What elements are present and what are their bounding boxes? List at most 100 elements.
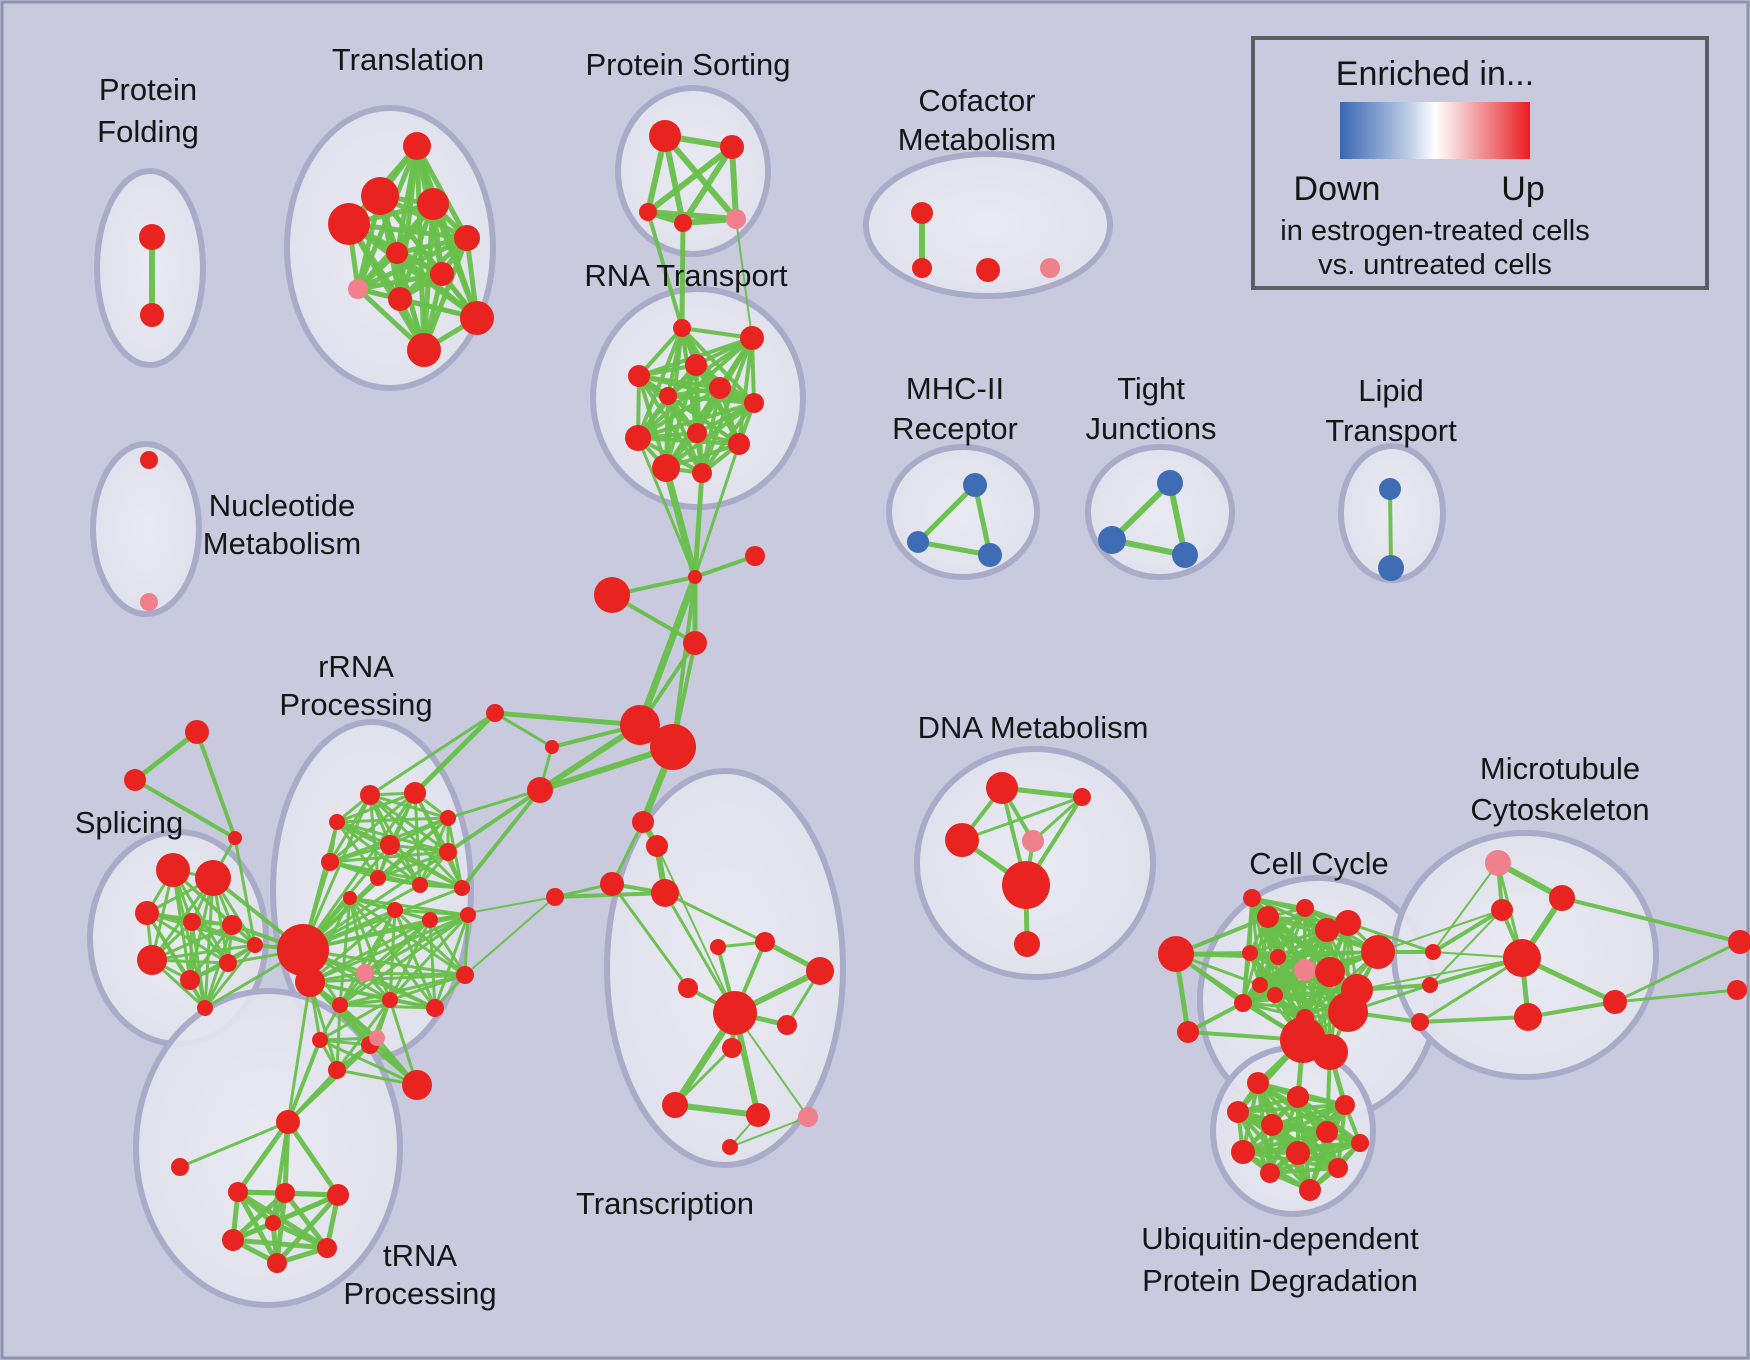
node-mtp (1485, 850, 1511, 876)
edge-ub9-ub10 (1268, 1141, 1362, 1175)
node-x4 (222, 1229, 244, 1251)
edge-tx4-tx6 (663, 891, 767, 944)
node-cyh2 (1312, 1034, 1348, 1070)
node-ub6 (1316, 1121, 1338, 1143)
node-tx11 (722, 1038, 742, 1058)
node-tx10 (777, 1015, 797, 1035)
node-tx12 (662, 1092, 688, 1118)
node-sp5 (222, 915, 242, 935)
edge-t7-t8 (355, 271, 445, 292)
node-ub5 (1261, 1114, 1283, 1136)
node-tx15 (722, 1139, 738, 1155)
cluster-label-dna-metabolism: DNA Metabolism (918, 710, 1149, 745)
edge-rt2-rt10 (737, 336, 754, 446)
edge-cy9-cy10 (1258, 983, 1359, 992)
node-tx2 (646, 835, 668, 857)
edge-ps1-ps5 (662, 133, 739, 222)
node-rr19 (312, 1032, 328, 1048)
edge-cs1-hub1 (636, 573, 699, 729)
edge-rt6-rt8 (636, 386, 722, 440)
node-x3 (327, 1184, 349, 1206)
cluster-label-protein-folding: Protein Folding (97, 72, 199, 149)
node-t1 (403, 132, 431, 160)
node-trl (171, 1158, 189, 1176)
node-m1 (963, 473, 987, 497)
node-cy4 (1335, 910, 1361, 936)
edge-rr14-rr17 (433, 913, 470, 1010)
edge-br3-mt3 (1418, 956, 1524, 1024)
node-t3 (417, 188, 449, 220)
legend-up-label: Up (1501, 170, 1544, 208)
edge-rrp2-rr15 (338, 1003, 379, 1040)
legend-subtitle-line2: vs. untreated cells (1318, 249, 1552, 281)
node-ub10 (1260, 1163, 1280, 1183)
node-rrh2 (295, 967, 325, 997)
edge-rt7-rt12 (700, 401, 756, 475)
node-rr13 (422, 912, 438, 928)
edge-rr1-rr10 (368, 793, 464, 890)
edge-rr4-rr9 (335, 820, 422, 887)
cluster-labels: Protein Folding Translation Protein Sorting… (75, 42, 1650, 1311)
edge-trh-x7 (271, 1120, 290, 1225)
edge-rt11-cs1 (662, 464, 699, 581)
node-cs1 (688, 570, 702, 584)
node-rr14 (460, 907, 476, 923)
node-ub4 (1227, 1101, 1249, 1123)
edge-cy9-mt3 (1356, 957, 1523, 991)
cluster-label-rrna-processing: rRNA Processing (279, 649, 432, 722)
node-tj2 (1098, 526, 1126, 554)
node-tj1 (1157, 470, 1183, 496)
edge-tx4-tx9 (663, 891, 737, 1015)
node-cf3 (976, 258, 1000, 282)
node-ub1 (1247, 1072, 1269, 1094)
edge-rrh2-rr12 (308, 908, 397, 984)
node-cM (683, 631, 707, 655)
node-ub3 (1335, 1095, 1355, 1115)
node-tri3 (228, 831, 242, 845)
edge-ps2-ps4 (680, 144, 735, 226)
node-nm1 (140, 451, 158, 469)
node-tx6 (755, 932, 775, 952)
edge-cc3-hub2 (537, 744, 676, 793)
node-rt8 (625, 425, 651, 451)
edge-rr2-rr9 (413, 791, 422, 887)
legend-frame (1251, 36, 1709, 290)
node-rr17 (426, 999, 444, 1017)
node-dn2 (1073, 788, 1091, 806)
node-rr22 (328, 1061, 346, 1079)
edge-x3-x7 (270, 1192, 341, 1226)
node-lp2 (1378, 555, 1404, 581)
edge-trh-rrh2 (286, 980, 312, 1124)
node-rr10 (454, 880, 470, 896)
edge-rr11-rr15 (338, 896, 352, 1007)
node-x5 (317, 1238, 337, 1258)
node-rr11 (343, 891, 357, 905)
node-rt7 (744, 393, 764, 413)
node-cf2 (912, 258, 932, 278)
node-ub9 (1351, 1134, 1369, 1152)
node-cy3 (1315, 918, 1339, 942)
edge-trh-trl (178, 1120, 290, 1169)
node-cy12 (1234, 994, 1252, 1012)
cluster-ellipse-nucleotide-metabolism (90, 441, 202, 617)
node-rrp2 (369, 1030, 385, 1046)
node-cc1 (486, 704, 504, 722)
node-rr5 (380, 835, 400, 855)
edge-cy2-cy6 (1248, 906, 1307, 955)
cluster-label-cell-cycle: Cell Cycle (1249, 846, 1389, 881)
edge-ps2-ps3 (645, 144, 735, 215)
node-nm2 (140, 593, 158, 611)
edge-rr13-rr16 (388, 918, 432, 1002)
edge-cc1-cc2 (493, 711, 554, 749)
edge-x3-x6 (274, 1192, 341, 1266)
node-tx1 (632, 811, 654, 833)
node-t5 (454, 225, 480, 251)
node-rr9 (412, 877, 428, 893)
edge-sp4-sp10 (190, 920, 207, 1010)
edge-sp4-sp9 (190, 920, 257, 947)
edge-dn2-dn3 (960, 795, 1084, 842)
node-cy5 (1361, 935, 1395, 969)
node-x7 (265, 1215, 281, 1231)
edge-mt4-mt5 (1526, 1000, 1617, 1019)
